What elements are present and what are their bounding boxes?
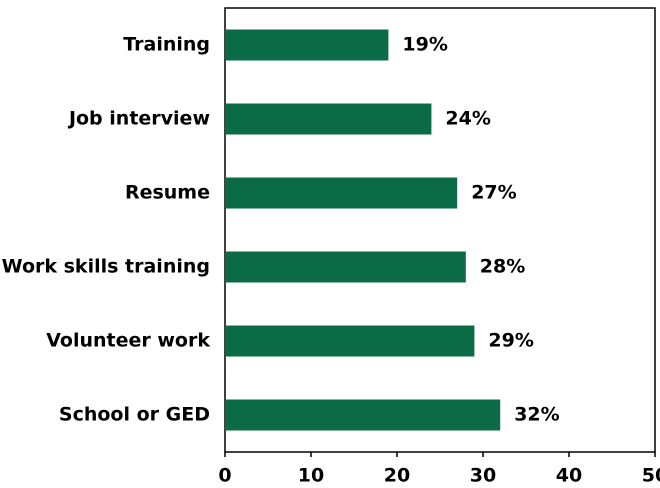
y-tick-label: Training xyxy=(123,34,210,56)
plot-frame xyxy=(224,7,656,453)
x-tick-label: 0 xyxy=(218,465,231,487)
bar xyxy=(225,399,501,431)
y-tick-label: School or GED xyxy=(59,404,210,426)
x-tick-label: 30 xyxy=(470,465,496,487)
bar xyxy=(225,325,475,357)
value-label: 28% xyxy=(480,256,525,278)
x-tick-label: 10 xyxy=(298,465,324,487)
value-label: 29% xyxy=(488,330,533,352)
y-tick-label: Job interview xyxy=(67,108,210,130)
value-label: 27% xyxy=(471,182,516,204)
value-label: 32% xyxy=(514,404,559,426)
bar xyxy=(225,103,432,135)
value-label: 19% xyxy=(402,34,447,56)
bar xyxy=(225,177,458,209)
value-label: 24% xyxy=(445,108,490,130)
x-tick-label: 50 xyxy=(642,465,660,487)
bar xyxy=(225,251,466,283)
x-tick-label: 20 xyxy=(384,465,410,487)
bar xyxy=(225,29,389,61)
y-tick-label: Resume xyxy=(125,182,210,204)
y-tick-label: Work skills training xyxy=(2,256,210,278)
x-tick-label: 40 xyxy=(556,465,582,487)
y-tick-label: Volunteer work xyxy=(46,330,210,352)
